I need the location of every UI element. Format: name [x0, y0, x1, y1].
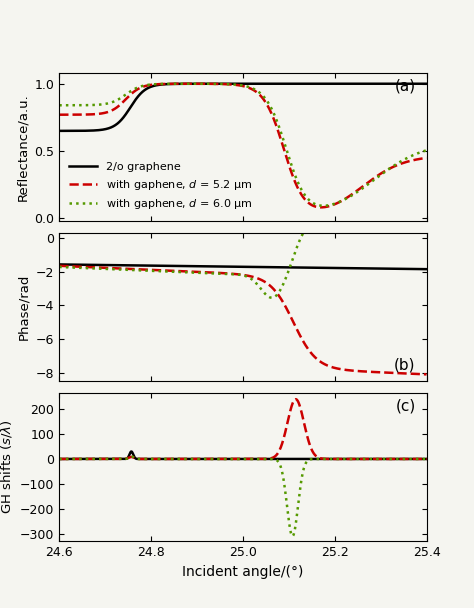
Text: (c): (c) [395, 399, 416, 414]
Text: (b): (b) [394, 358, 416, 372]
Y-axis label: Reflectance/a.u.: Reflectance/a.u. [16, 93, 29, 201]
Text: (a): (a) [394, 79, 416, 94]
X-axis label: Incident angle/(°): Incident angle/(°) [182, 565, 304, 579]
Y-axis label: GH shifts ($s/\lambda$): GH shifts ($s/\lambda$) [0, 420, 15, 514]
Legend: 2/o graphene, with gaphene, $d$ = 5.2 μm, with gaphene, $d$ = 6.0 μm: 2/o graphene, with gaphene, $d$ = 5.2 μm… [65, 157, 257, 216]
Y-axis label: Phase/rad: Phase/rad [18, 274, 30, 340]
